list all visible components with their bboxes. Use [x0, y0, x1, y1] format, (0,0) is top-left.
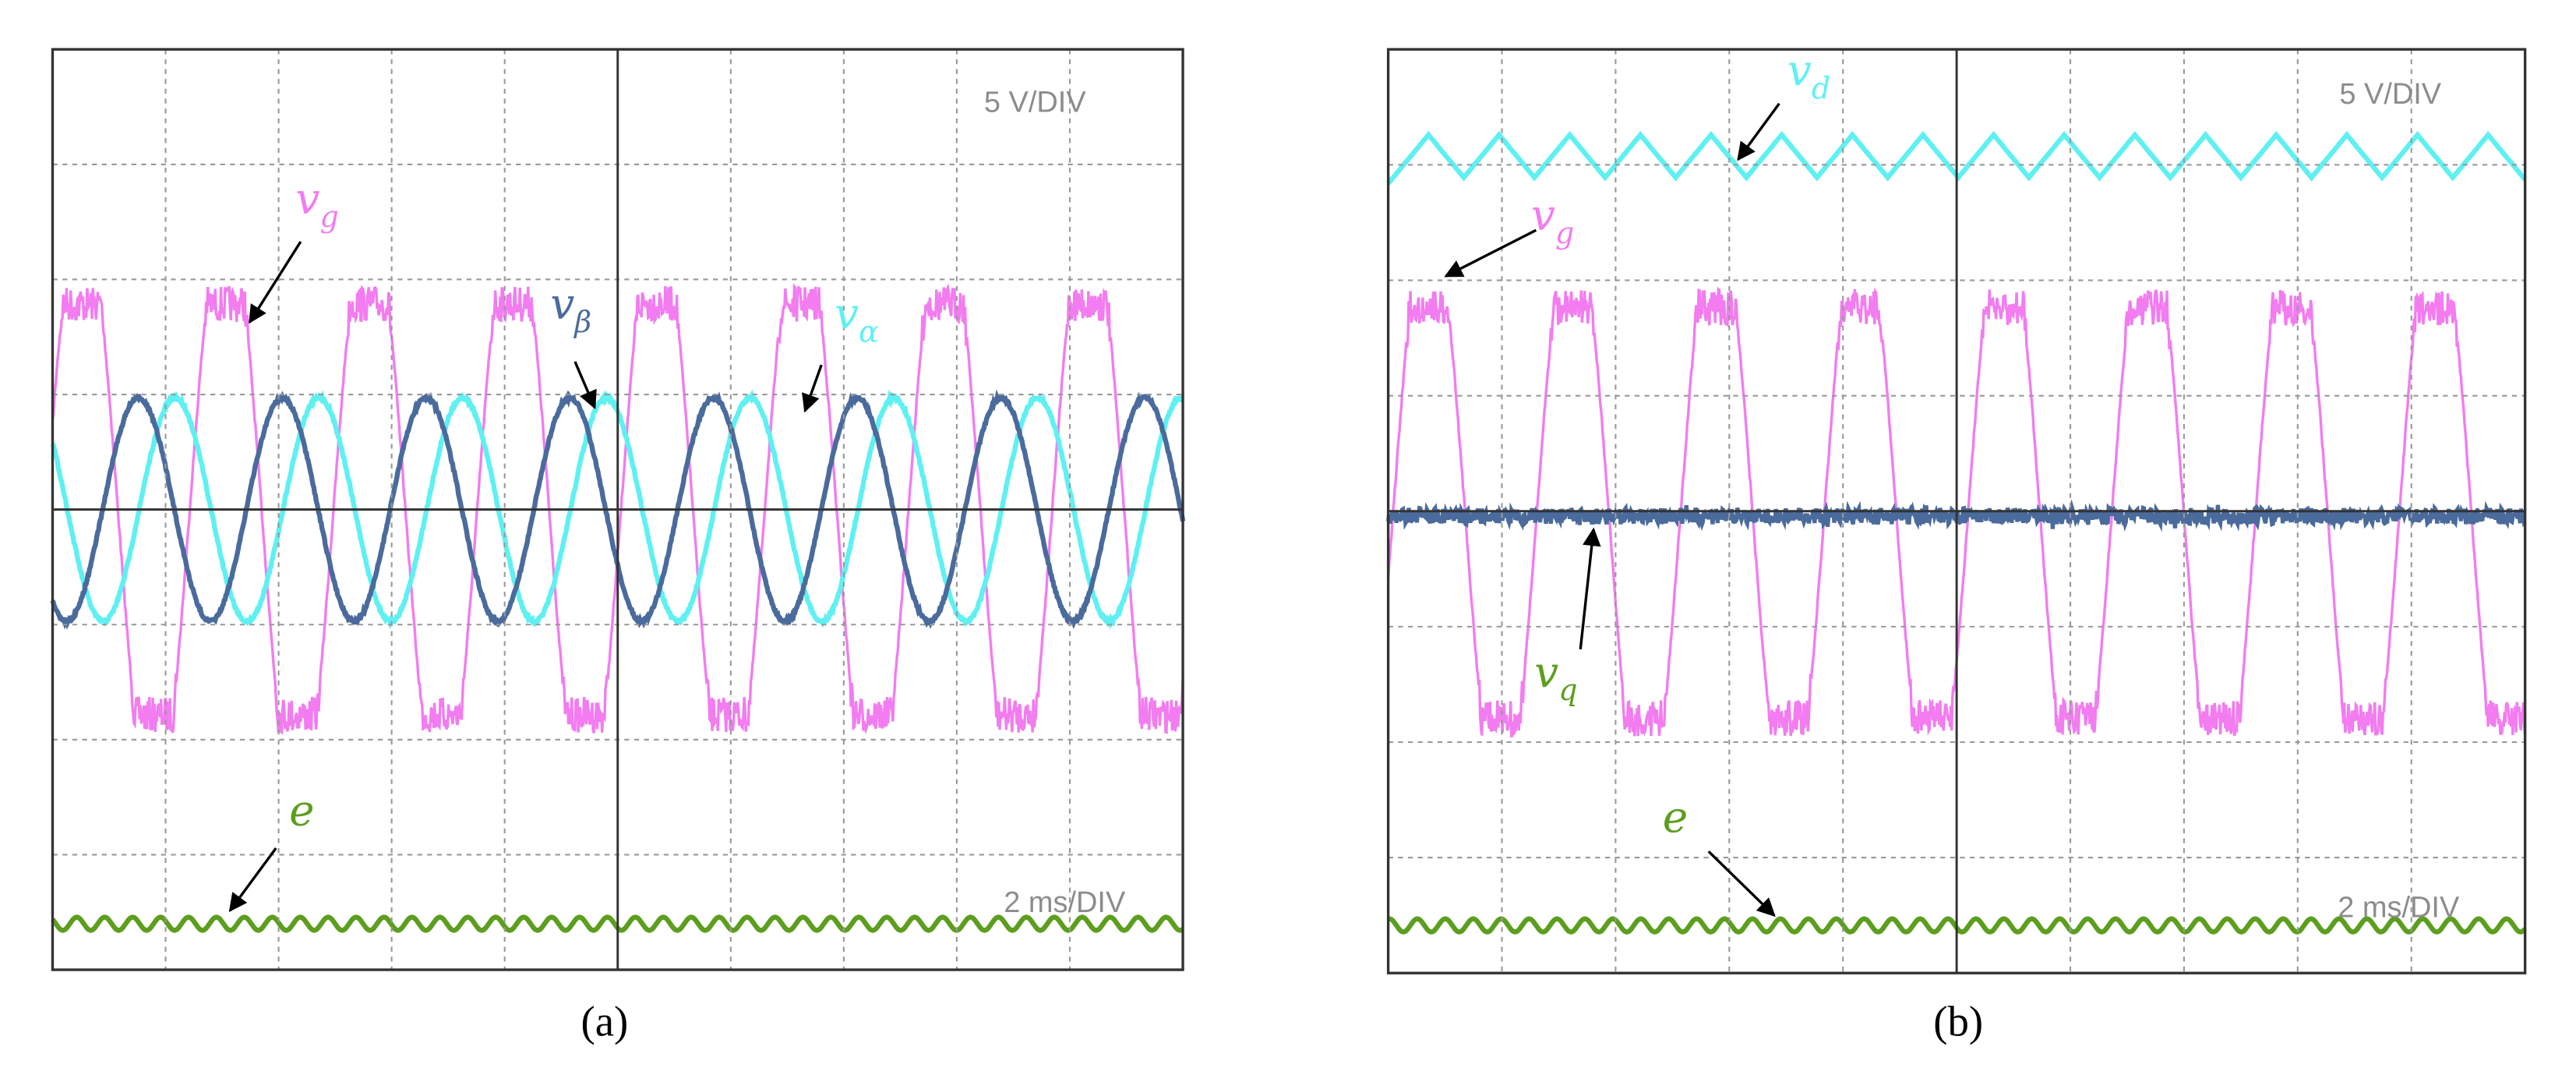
signal-label: e — [289, 785, 314, 835]
caption: (b) — [1933, 997, 1983, 1045]
volt-scale: 5 V/DIV — [984, 86, 1086, 118]
signal-label: vβ — [550, 279, 591, 339]
arrow — [249, 241, 302, 324]
time-scale: 2 ms/DIV — [1004, 886, 1126, 919]
label-main: v — [1787, 46, 1812, 96]
label-sub: g — [1555, 216, 1574, 250]
label-sub: β — [573, 305, 591, 339]
label-main: v — [1534, 647, 1558, 697]
arrow — [1707, 850, 1776, 918]
signal-label: e — [1663, 792, 1688, 842]
signal-label: vd — [1787, 46, 1830, 106]
time-scale: 2 ms/DIV — [2338, 892, 2460, 925]
label-sub: d — [1812, 72, 1830, 106]
label-main: v — [1531, 190, 1555, 240]
arrows — [228, 102, 1780, 918]
arrow — [1444, 228, 1537, 278]
label-sub: q — [1558, 673, 1577, 707]
signal-label: vg — [296, 174, 339, 234]
label-sub: g — [319, 200, 338, 234]
signal-label: vα — [835, 289, 879, 349]
frame — [1386, 48, 2527, 974]
arrow — [1579, 527, 1601, 650]
caption: (a) — [580, 997, 628, 1045]
traces — [50, 130, 2528, 935]
arrow — [1737, 102, 1780, 161]
signal-label: vg — [1531, 190, 1574, 250]
label-main: v — [296, 174, 320, 224]
volt-scale: 5 V/DIV — [2339, 78, 2441, 111]
label-main: e — [289, 785, 314, 835]
label-sub: α — [859, 315, 879, 349]
arrow — [802, 364, 823, 413]
arrow — [573, 361, 597, 410]
label-main: v — [835, 289, 859, 339]
frame — [51, 48, 1184, 971]
signal-label: vq — [1534, 647, 1577, 707]
label-main: v — [550, 279, 574, 329]
frames — [51, 48, 2527, 974]
label-main: e — [1663, 792, 1688, 842]
arrow — [228, 847, 277, 913]
